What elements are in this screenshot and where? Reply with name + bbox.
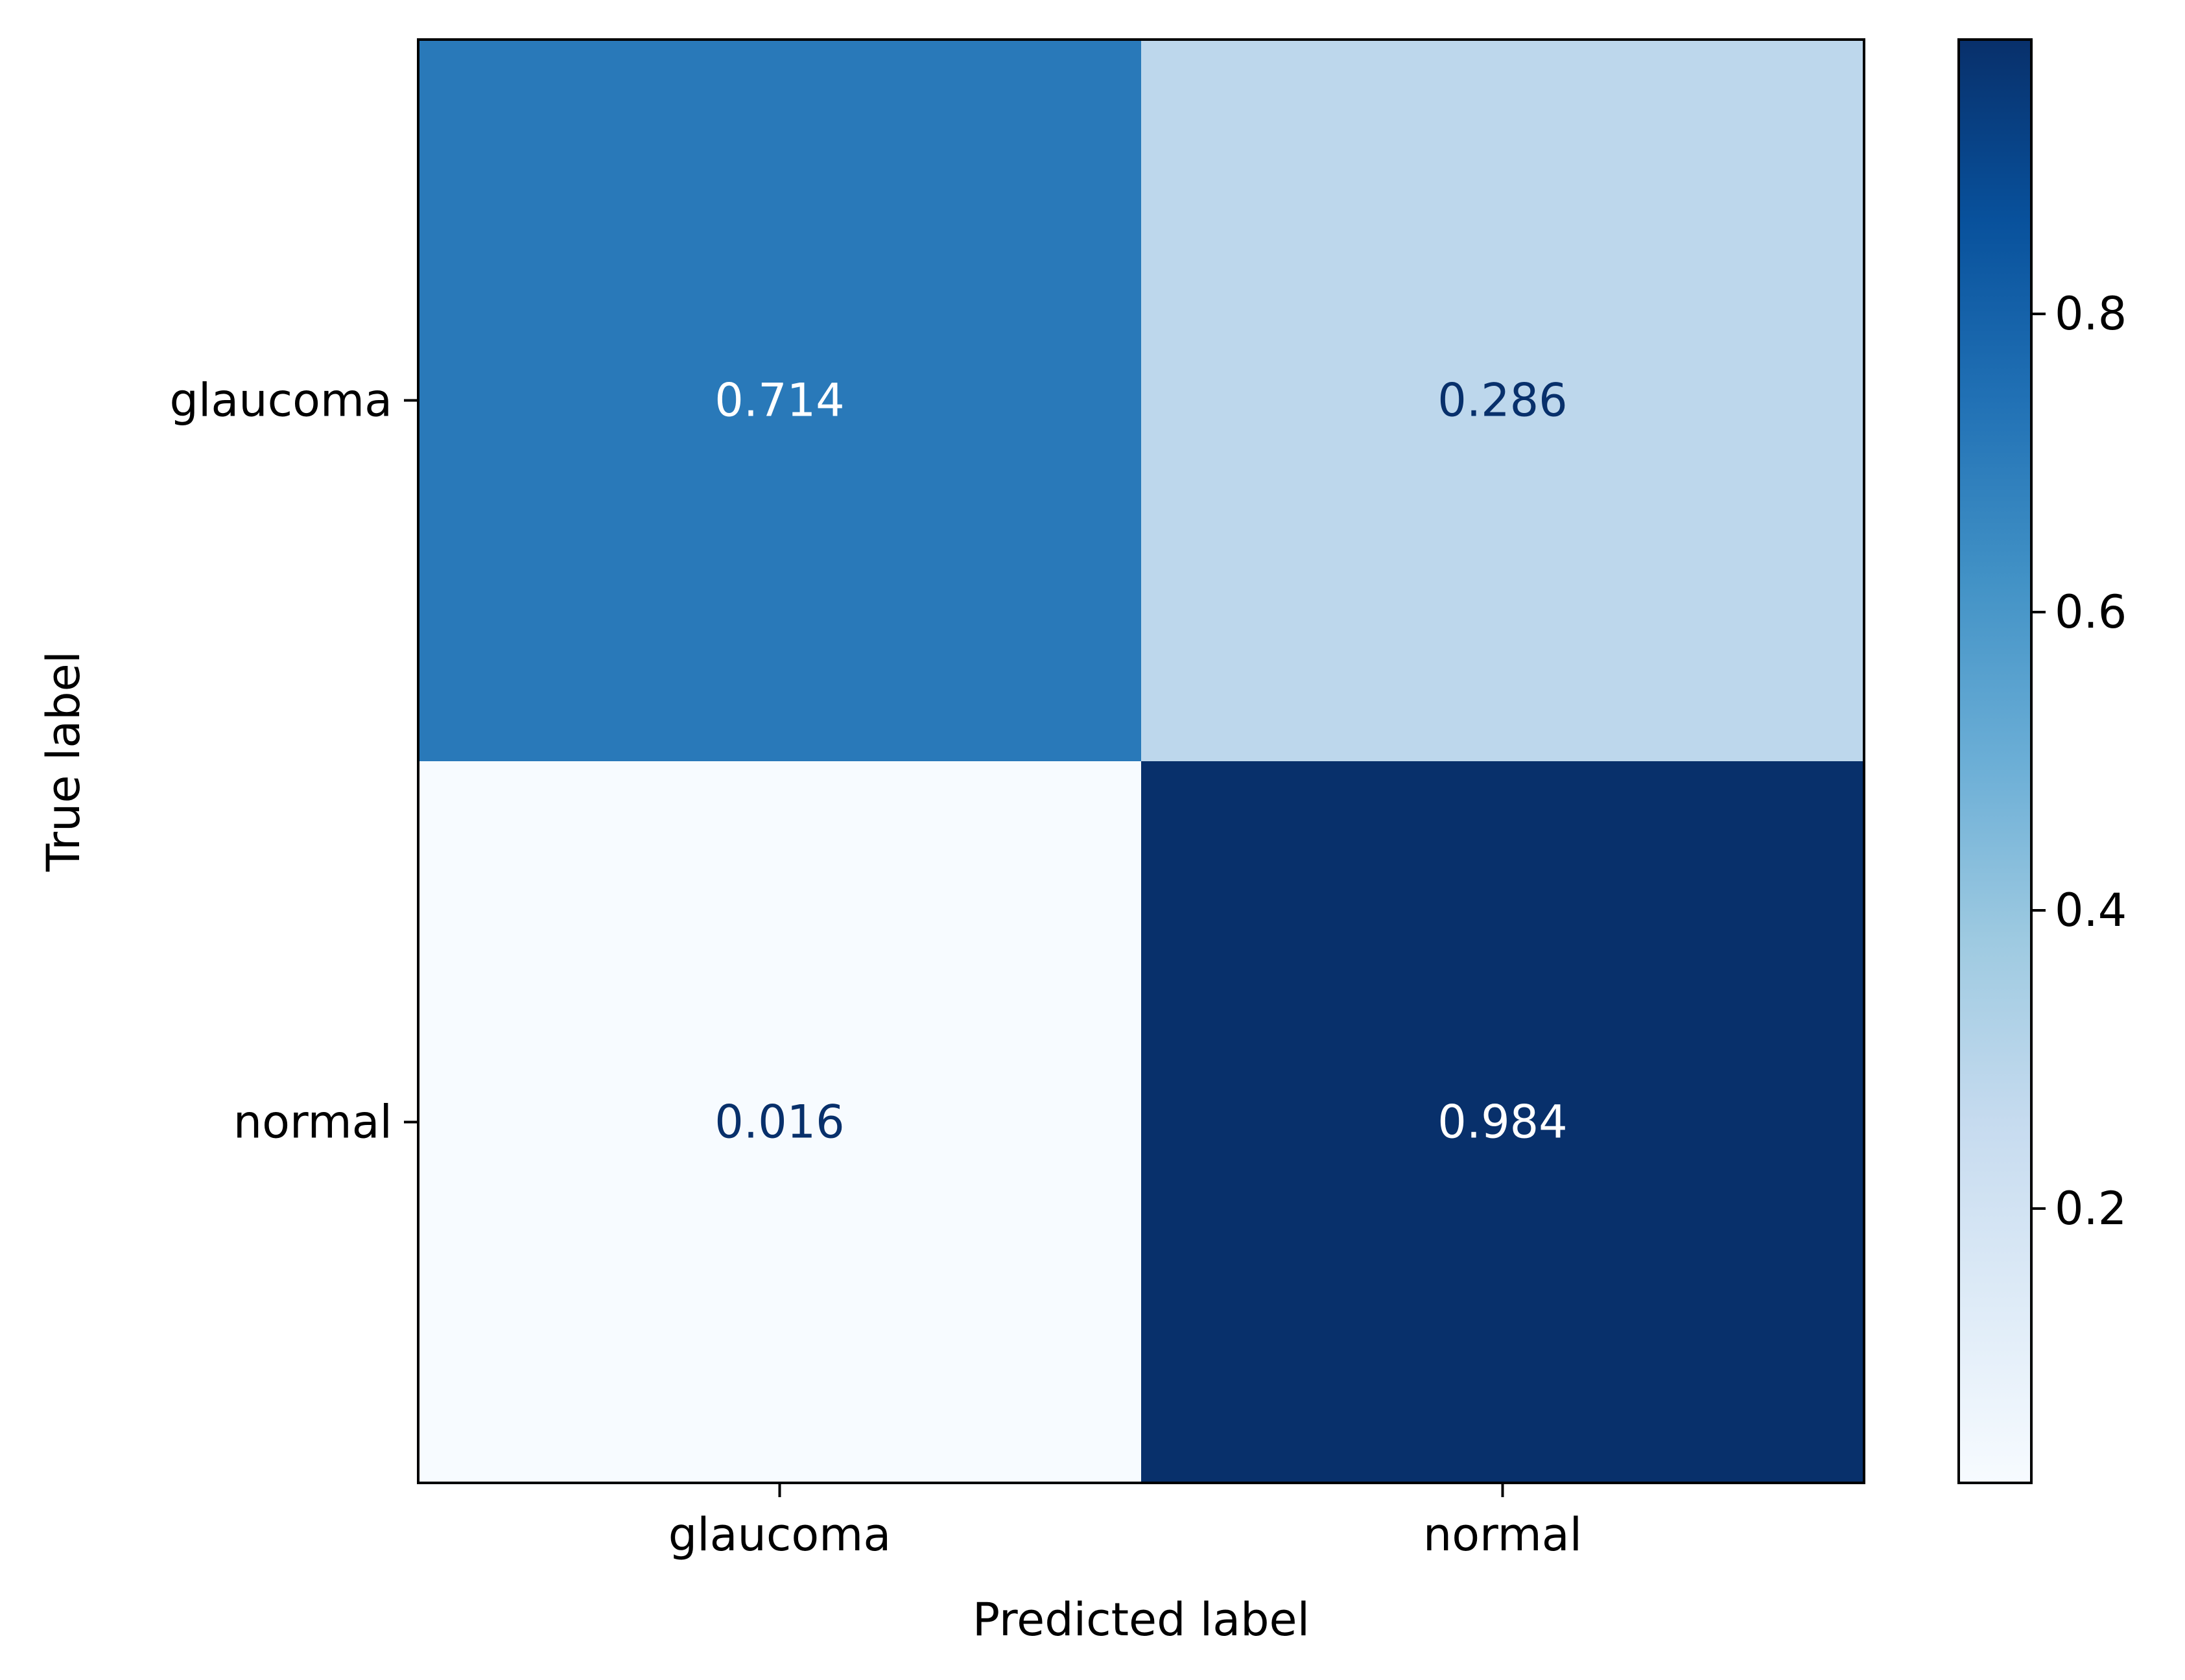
y-axis-ticks: glaucoma normal <box>169 374 418 1149</box>
colorbar-tick-label-2: 0.6 <box>2055 586 2127 639</box>
colorbar <box>1959 40 2031 1483</box>
matrix-cell-glaucoma-normal <box>1141 40 1865 762</box>
matrix-cell-glaucoma-glaucoma <box>418 40 1142 762</box>
x-axis-title: Predicted label <box>973 1593 1310 1646</box>
colorbar-tick-label-0: 0.2 <box>2055 1182 2127 1235</box>
plot-frame <box>417 38 1865 1484</box>
y-tick-label-glaucoma: glaucoma <box>169 374 392 427</box>
y-tick-label-normal: normal <box>233 1096 392 1149</box>
colorbar-ticks: 0.2 0.4 0.6 0.8 <box>2031 287 2127 1235</box>
colorbar-tick-label-1: 0.4 <box>2055 884 2127 937</box>
y-axis-title: True label <box>37 651 90 872</box>
x-axis-ticks: glaucoma normal <box>668 1483 1582 1561</box>
colorbar-tick-label-3: 0.8 <box>2055 287 2127 340</box>
colorbar-frame <box>1957 38 2033 1484</box>
matrix-cell-label-normal-normal: 0.984 <box>1437 1096 1567 1149</box>
x-tick-label-normal: normal <box>1423 1508 1582 1561</box>
x-tick-label-glaucoma: glaucoma <box>668 1508 892 1561</box>
matrix-cell-label-normal-glaucoma: 0.016 <box>715 1096 844 1149</box>
matrix-cell-normal-normal <box>1141 761 1865 1484</box>
matrix-cell-label-glaucoma-normal: 0.286 <box>1437 374 1567 427</box>
matrix-cell-labels: 0.714 0.286 0.016 0.984 <box>715 374 1567 1149</box>
matrix-cells <box>418 40 1865 1484</box>
matrix-cell-label-glaucoma-glaucoma: 0.714 <box>715 374 844 427</box>
matrix-cell-normal-glaucoma <box>418 761 1142 1484</box>
